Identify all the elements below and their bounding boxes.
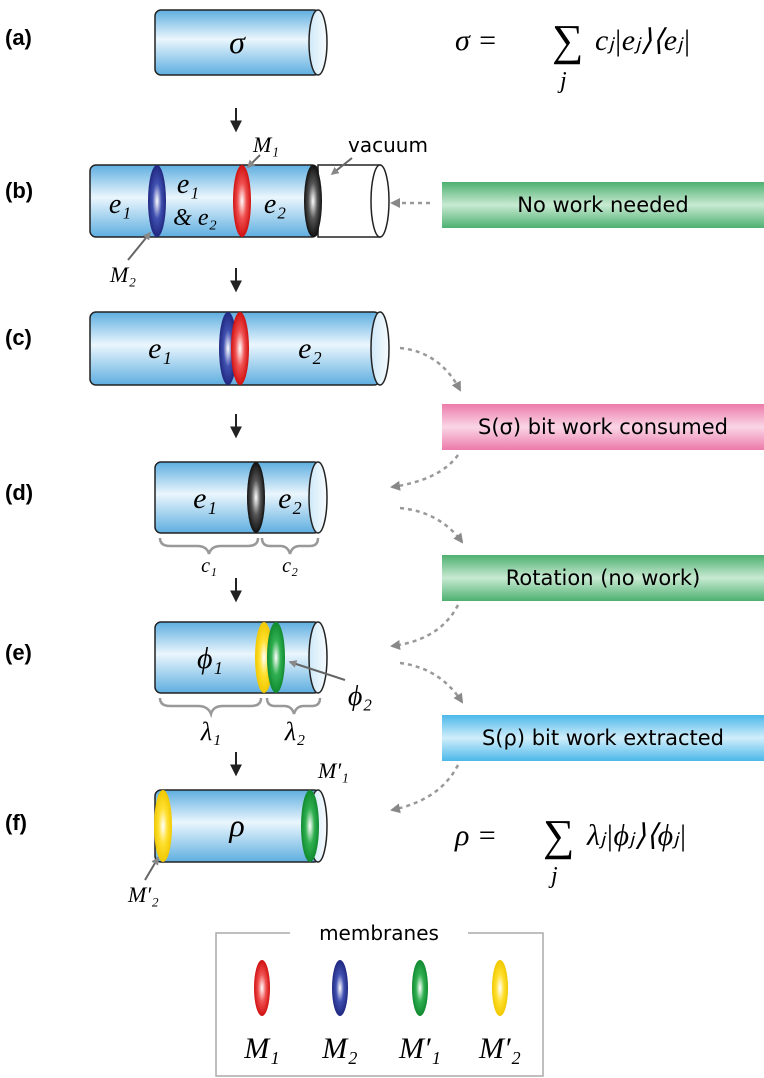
equation: ∑ xyxy=(552,16,583,65)
brace-label: c₁ xyxy=(201,555,217,577)
step-text: S(ρ) bit work extracted xyxy=(482,726,724,750)
membrane xyxy=(148,165,166,237)
step-text: Rotation (no work) xyxy=(506,566,701,590)
panel-label: (e) xyxy=(5,640,32,665)
state-label: e₂ xyxy=(264,189,286,220)
state-label: e₁ xyxy=(148,332,172,365)
panel-label: (b) xyxy=(5,178,33,203)
dashed-arrow xyxy=(392,605,458,646)
membrane-label: M₁ xyxy=(252,132,279,157)
dashed-arrow xyxy=(392,765,458,810)
legend-label: M′₂ xyxy=(478,1032,521,1065)
diagram: (a) σ σ = ∑ j cⱼ|eⱼ⟩⟨eⱼ| (b) e₁ e₁ & e₂ … xyxy=(0,0,764,1078)
membrane-label: M₂ xyxy=(109,262,136,287)
membrane xyxy=(304,165,322,237)
panel-label: (c) xyxy=(5,325,32,350)
membrane xyxy=(233,165,251,237)
legend-membrane xyxy=(254,960,270,1016)
state-label: e₁ xyxy=(109,189,131,220)
state-label: σ xyxy=(229,24,246,60)
state-label: ϕ₁ xyxy=(197,642,223,675)
cylinder-end xyxy=(371,312,389,385)
state-label: e₁ xyxy=(193,482,217,515)
cylinder-end xyxy=(309,462,327,533)
dashed-arrow xyxy=(392,455,458,487)
equation: ∑ xyxy=(543,811,574,860)
dashed-arrow xyxy=(400,508,462,542)
membrane xyxy=(247,462,265,533)
brace xyxy=(160,538,258,554)
cylinder-end xyxy=(371,165,389,237)
dashed-arrow xyxy=(400,348,460,390)
brace-label: λ₂ xyxy=(284,717,305,746)
brace-label: λ₁ xyxy=(200,717,221,746)
brace xyxy=(160,698,261,714)
legend-label: M₂ xyxy=(321,1032,357,1065)
panel-label: (a) xyxy=(5,25,32,50)
equation: σ = xyxy=(455,24,498,57)
legend-label: M′₁ xyxy=(398,1032,441,1065)
membrane xyxy=(231,312,249,385)
brace xyxy=(267,698,320,714)
panel-label: (f) xyxy=(5,810,27,835)
cylinder-end xyxy=(309,622,327,693)
cylinder-end xyxy=(309,10,327,75)
membrane-label: M′₂ xyxy=(127,882,159,907)
legend-label: M₁ xyxy=(243,1032,279,1065)
membrane xyxy=(267,622,285,693)
equation: j xyxy=(557,68,567,94)
legend-membrane xyxy=(332,960,348,1016)
step-text: No work needed xyxy=(517,193,688,217)
brace-label: c₂ xyxy=(282,555,298,577)
membrane xyxy=(301,790,319,862)
membrane xyxy=(154,790,172,862)
brace xyxy=(262,538,318,554)
state-label: e₂ xyxy=(298,332,322,365)
vacuum-label: vacuum xyxy=(348,133,428,157)
state-label: & e₂ xyxy=(173,205,217,231)
membrane-label: M′₁ xyxy=(317,758,349,783)
equation: j xyxy=(548,863,558,889)
step-text: S(σ) bit work consumed xyxy=(478,415,728,439)
equation: ρ = xyxy=(454,819,497,852)
legend-membrane xyxy=(412,960,428,1016)
state-label: e₂ xyxy=(278,482,302,515)
equation: cⱼ|eⱼ⟩⟨eⱼ| xyxy=(595,24,691,57)
legend-membrane xyxy=(492,960,508,1016)
pointer xyxy=(145,858,158,880)
cylinder xyxy=(155,622,320,693)
state-label: ϕ₂ xyxy=(348,681,372,712)
dashed-arrow xyxy=(400,663,462,702)
state-label: e₁ xyxy=(177,169,199,200)
legend-title: membranes xyxy=(319,921,439,945)
equation: λⱼ|ϕⱼ⟩⟨ϕⱼ| xyxy=(586,819,687,852)
panel-label: (d) xyxy=(5,480,33,505)
state-label: ρ xyxy=(228,807,244,843)
